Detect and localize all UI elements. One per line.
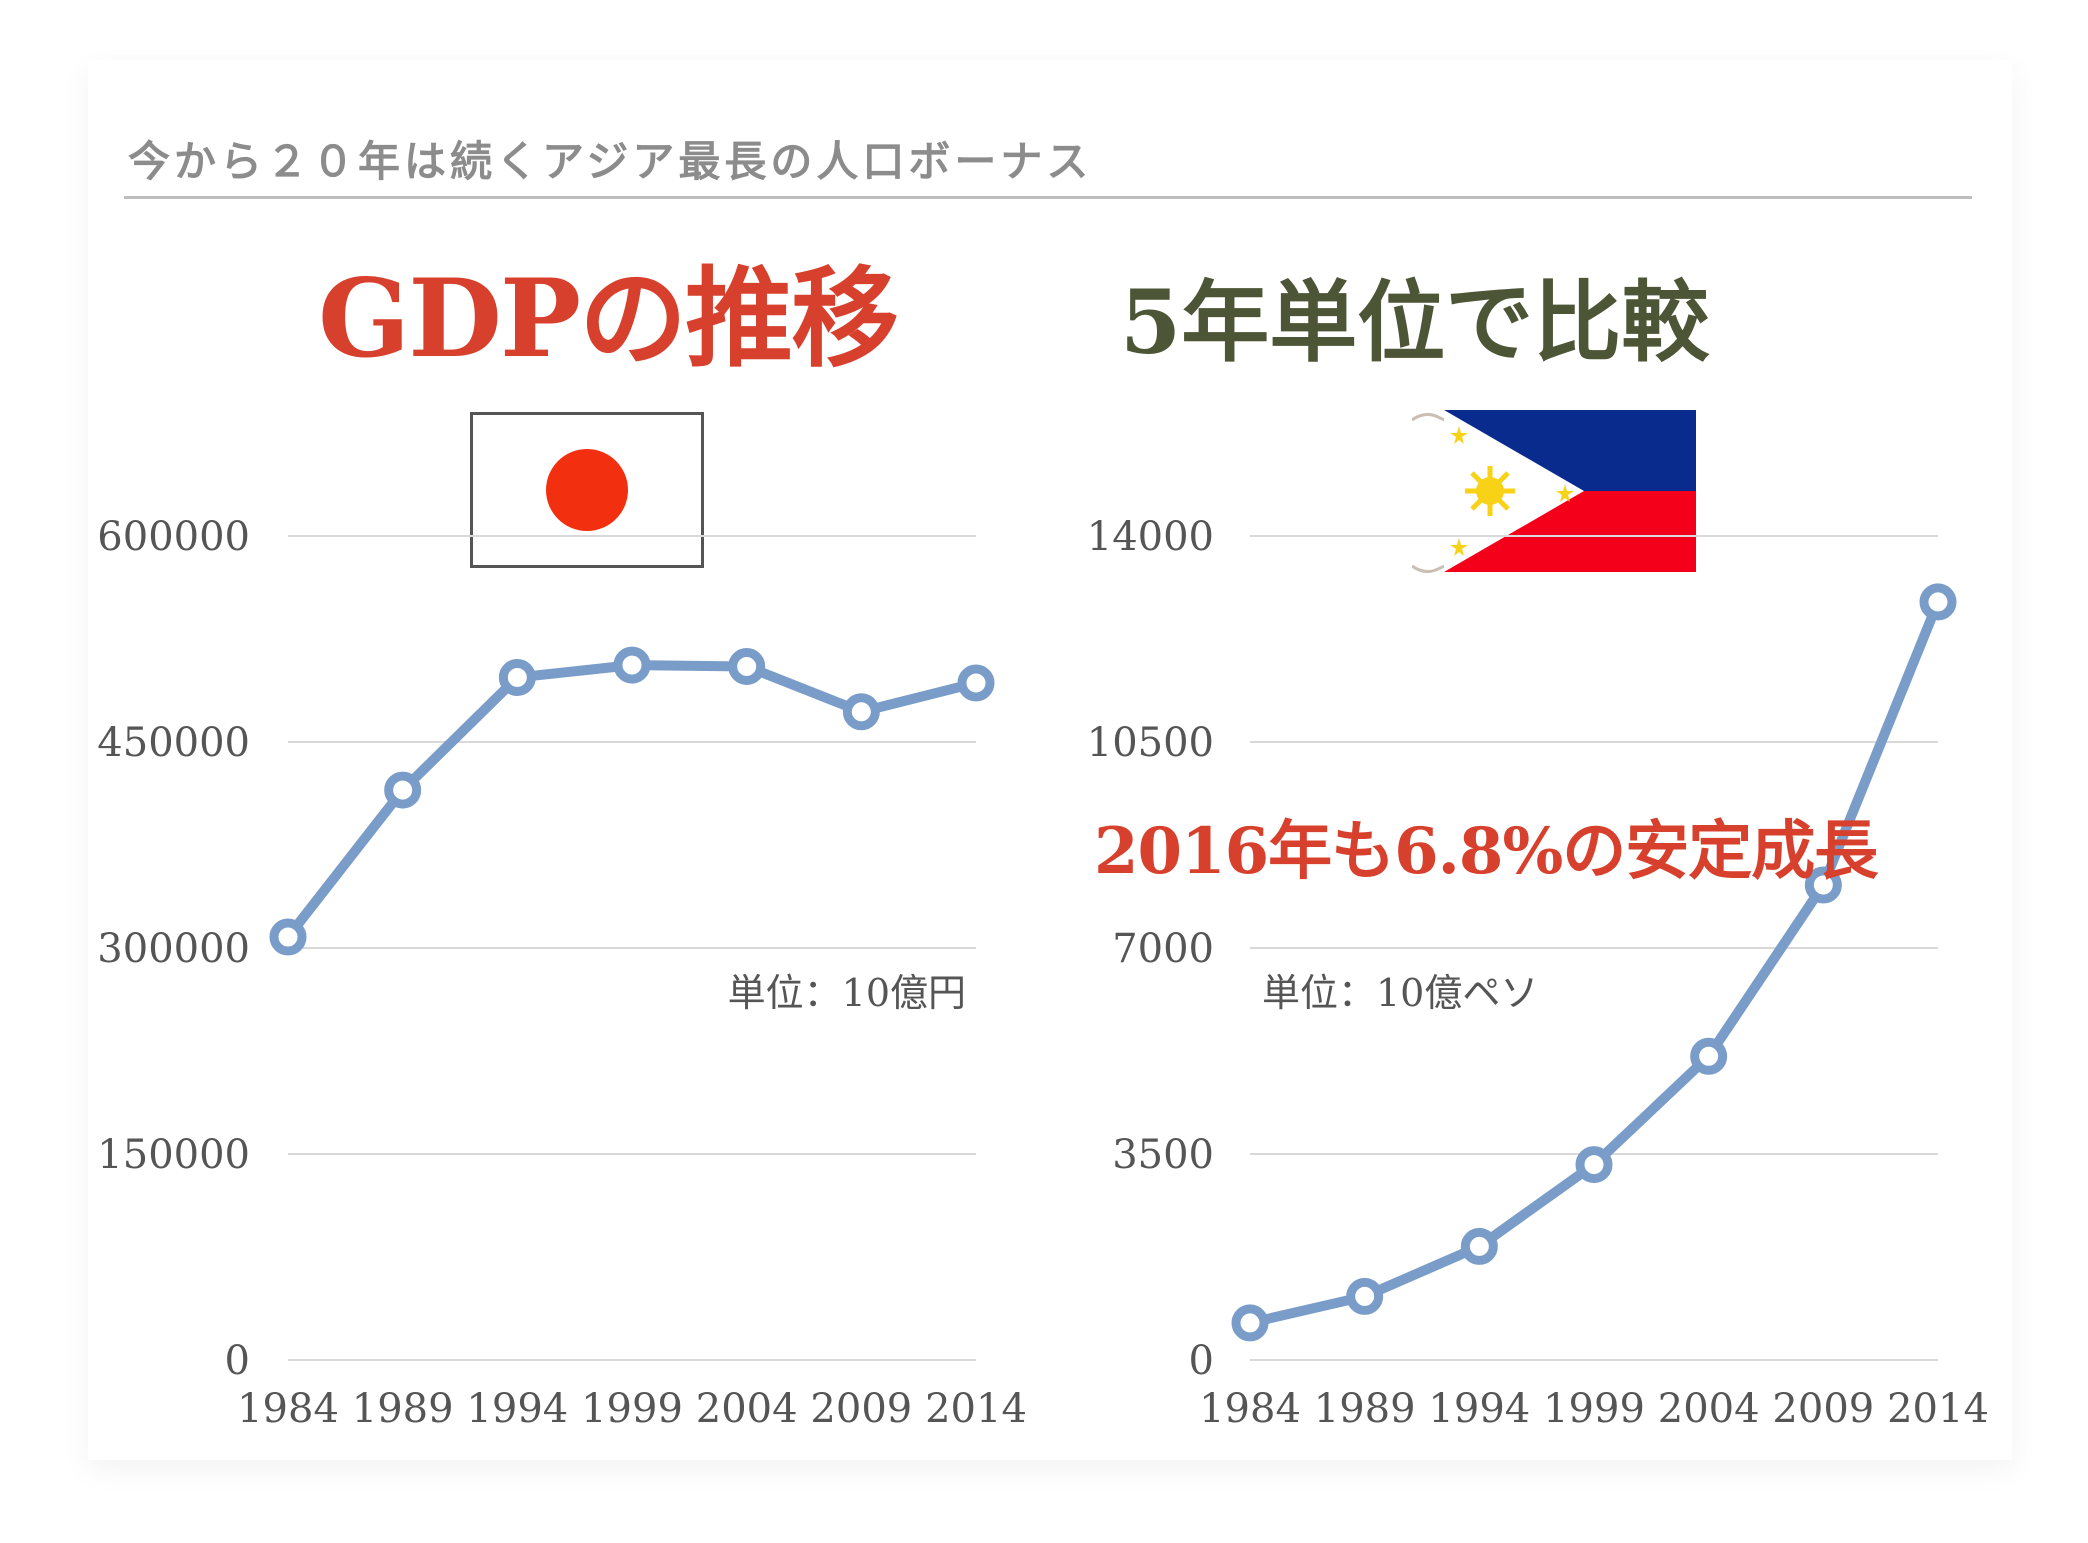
data-point — [384, 771, 422, 809]
y-tick-label: 150000 — [97, 1132, 250, 1178]
main-heading: GDPの推移 — [318, 256, 899, 382]
x-tick-label: 2004 — [1658, 1386, 1760, 1432]
x-tick-label: 1999 — [1543, 1386, 1645, 1432]
data-point — [1575, 1146, 1613, 1184]
x-tick-label: 1994 — [466, 1386, 568, 1432]
slide-subtitle: 今から２０年は続くアジア最長の人口ボーナス — [128, 137, 1093, 186]
y-tick-label: 10500 — [1087, 720, 1214, 766]
data-point — [1804, 866, 1842, 904]
data-point — [1231, 1304, 1269, 1342]
unit-label: 単位：10億ペソ — [1262, 971, 1538, 1015]
growth-callout: 2016年も6.8%の安定成長 — [1094, 814, 1878, 889]
sub-heading: 5年単位で比較 — [1120, 270, 1710, 374]
data-point — [1690, 1037, 1728, 1075]
y-tick-label: 3500 — [1112, 1132, 1214, 1178]
unit-label: 単位：10億円 — [728, 971, 966, 1015]
x-tick-label: 2014 — [1887, 1386, 1989, 1432]
slide-frame — [88, 60, 2012, 1460]
data-point — [842, 693, 880, 731]
data-point — [498, 658, 536, 696]
x-tick-label: 2009 — [1772, 1386, 1874, 1432]
japan-flag-icon — [470, 412, 704, 568]
data-point — [269, 918, 307, 956]
data-point — [1460, 1227, 1498, 1265]
x-tick-label: 1999 — [581, 1386, 683, 1432]
x-tick-label: 2014 — [925, 1386, 1027, 1432]
x-tick-label: 1994 — [1428, 1386, 1530, 1432]
x-tick-label: 2004 — [696, 1386, 798, 1432]
y-tick-label: 450000 — [97, 720, 250, 766]
data-point — [1346, 1277, 1384, 1315]
y-tick-label: 7000 — [1112, 926, 1214, 972]
x-tick-label: 2009 — [810, 1386, 912, 1432]
y-tick-label: 300000 — [97, 926, 250, 972]
x-tick-label: 1989 — [352, 1386, 454, 1432]
data-point — [1919, 583, 1957, 621]
x-tick-label: 1989 — [1314, 1386, 1416, 1432]
y-tick-label: 14000 — [1087, 514, 1214, 560]
y-tick-label: 0 — [1189, 1338, 1214, 1384]
y-tick-label: 600000 — [97, 514, 250, 560]
data-point — [957, 664, 995, 702]
data-point — [613, 646, 651, 684]
y-tick-label: 0 — [225, 1338, 250, 1384]
x-tick-label: 1984 — [1199, 1386, 1301, 1432]
series-line — [1245, 596, 1943, 1328]
x-tick-label: 1984 — [237, 1386, 339, 1432]
philippines-flag-icon — [1411, 406, 1720, 578]
subtitle-divider — [124, 196, 1972, 199]
data-point — [728, 647, 766, 685]
